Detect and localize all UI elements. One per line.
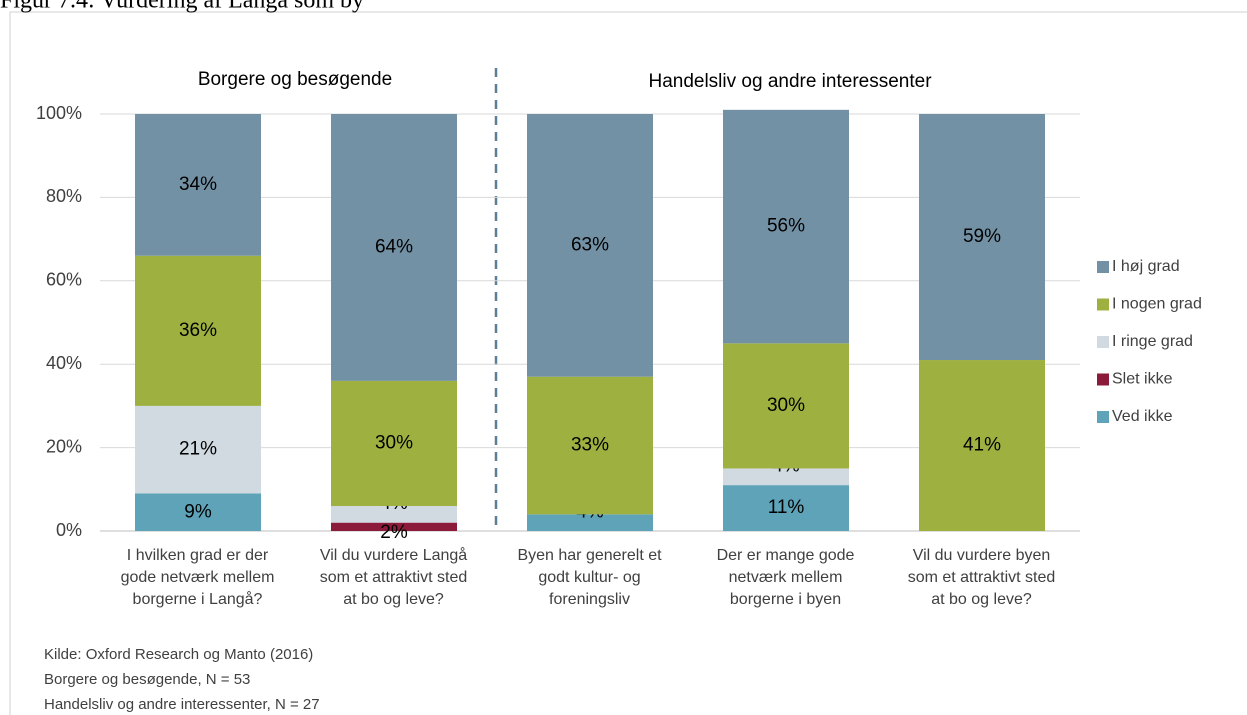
x-tick-label: I hvilken grad er der gode netværk melle…	[120, 547, 275, 608]
legend-swatch	[1097, 336, 1109, 348]
bar-segment	[331, 522, 457, 531]
data-label: 56%	[767, 216, 805, 237]
x-tick-label: Vil du vurdere byen som et attraktivt st…	[907, 547, 1056, 608]
y-tick-label: 40%	[46, 353, 82, 373]
legend-swatch	[1097, 411, 1109, 423]
data-label: 33%	[571, 435, 609, 456]
data-label: 21%	[179, 439, 217, 460]
y-tick-label: 0%	[56, 520, 82, 540]
bar-segment	[919, 360, 1045, 531]
bar-segment	[527, 376, 653, 515]
note: Kilde: Oxford Research og Manto (2016)	[44, 646, 313, 663]
data-label: 41%	[963, 435, 1001, 456]
data-label: 63%	[571, 234, 609, 255]
y-tick-label: 60%	[46, 270, 82, 290]
bar-segment	[723, 343, 849, 469]
legend-label: I nogen grad	[1112, 296, 1202, 313]
note: Handelsliv og andre interessenter, N = 2…	[44, 696, 320, 713]
y-tick-label: 20%	[46, 436, 82, 456]
data-label: 36%	[179, 320, 217, 341]
bar-segment	[331, 114, 457, 381]
x-tick-label: Der er mange gode netværk mellem borgern…	[716, 547, 855, 608]
legend-swatch	[1097, 298, 1109, 311]
bar-segment	[135, 114, 261, 256]
data-label: 9%	[184, 501, 212, 522]
data-label: 30%	[375, 432, 413, 453]
x-tick-label: Byen har generelt et godt kultur- og for…	[517, 547, 662, 608]
bar-segment	[135, 405, 261, 494]
legend-label: Slet ikke	[1112, 371, 1173, 388]
legend-label: Ved ikke	[1112, 408, 1173, 425]
y-tick-label: 80%	[46, 186, 82, 206]
chart-frame	[9, 11, 1247, 715]
legend-label: I høj grad	[1112, 258, 1180, 275]
bar-segment	[135, 493, 261, 531]
x-tick-label: Vil du vurdere Langå som et attraktivt s…	[319, 547, 468, 608]
data-label: 59%	[963, 226, 1001, 247]
note: Borgere og besøgende, N = 53	[44, 671, 250, 688]
bar-segment	[527, 514, 653, 531]
bar-segment	[331, 505, 457, 523]
group-label: Borgere og besøgende	[198, 69, 392, 90]
bar-segment	[331, 380, 457, 506]
y-tick-label: 100%	[36, 103, 82, 123]
chart-title: Figur 7.4: Vurdering af Langå som by	[0, 0, 364, 14]
bar-segment	[723, 485, 849, 531]
data-label: 34%	[179, 174, 217, 195]
data-label: 11%	[768, 497, 805, 518]
legend-swatch	[1097, 261, 1109, 273]
group-label: Handelsliv og andre interessenter	[648, 71, 932, 92]
legend-label: I ringe grad	[1112, 333, 1193, 350]
legend-swatch	[1097, 373, 1109, 386]
data-label: 30%	[767, 395, 805, 416]
bar-segment	[723, 109, 849, 344]
data-label: 64%	[375, 236, 413, 257]
bar-segment	[135, 255, 261, 406]
bar-segment	[723, 468, 849, 486]
bar-segment	[919, 114, 1045, 361]
data-label: 2%	[380, 522, 408, 543]
bar-segment	[527, 114, 653, 377]
